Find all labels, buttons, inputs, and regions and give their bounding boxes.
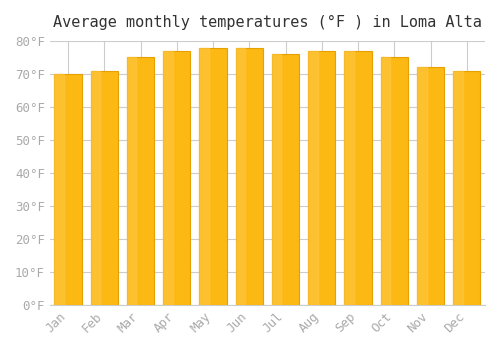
Bar xyxy=(163,51,172,305)
Bar xyxy=(344,51,354,305)
Bar xyxy=(272,54,281,305)
Bar xyxy=(308,51,336,305)
Bar xyxy=(236,48,245,305)
Bar xyxy=(380,57,408,305)
Bar xyxy=(272,54,299,305)
Bar xyxy=(54,74,82,305)
Bar xyxy=(200,48,209,305)
Bar xyxy=(454,71,480,305)
Bar xyxy=(308,51,318,305)
Bar xyxy=(417,67,426,305)
Bar xyxy=(454,71,463,305)
Bar xyxy=(90,71,118,305)
Bar xyxy=(344,51,372,305)
Bar xyxy=(417,67,444,305)
Bar xyxy=(127,57,154,305)
Bar xyxy=(200,48,226,305)
Bar xyxy=(127,57,136,305)
Bar xyxy=(236,48,263,305)
Bar xyxy=(380,57,390,305)
Bar xyxy=(90,71,100,305)
Bar xyxy=(54,74,64,305)
Bar xyxy=(163,51,190,305)
Title: Average monthly temperatures (°F ) in Loma Alta: Average monthly temperatures (°F ) in Lo… xyxy=(53,15,482,30)
